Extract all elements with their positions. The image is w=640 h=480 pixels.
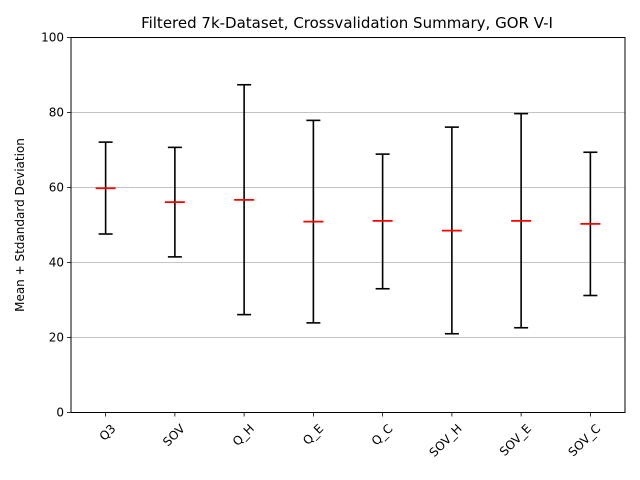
x-tick-label: Q3 [97,422,119,444]
x-tick-label: SOV_C [565,422,603,460]
y-tick-label: 0 [56,406,64,420]
y-axis: 0 20 40 60 80 100 [41,31,71,420]
y-axis-label: Mean + Stdandard Deviation [13,138,27,312]
plot-frame [70,37,626,413]
x-tick-label: SOV_H [427,422,465,460]
y-tick-label: 60 [49,181,64,195]
x-axis: Q3 SOV Q_H Q_E Q_C SOV_H SOV_E SOV_C [97,412,603,460]
x-tick-label: Q_E [300,422,326,448]
plot-marks [95,83,601,335]
y-tick-label: 80 [49,106,64,120]
x-tick-label: Q_H [230,422,257,449]
y-tick-label: 100 [41,31,64,45]
chart-title: Filtered 7k-Dataset, Crossvalidation Sum… [141,14,553,32]
x-tick-label: Q_C [369,422,396,449]
x-tick-label: SOV [160,421,188,449]
y-tick-label: 40 [49,256,64,270]
gridlines [71,112,625,338]
x-tick-label: SOV_E [497,422,534,459]
y-tick-label: 20 [49,331,64,345]
